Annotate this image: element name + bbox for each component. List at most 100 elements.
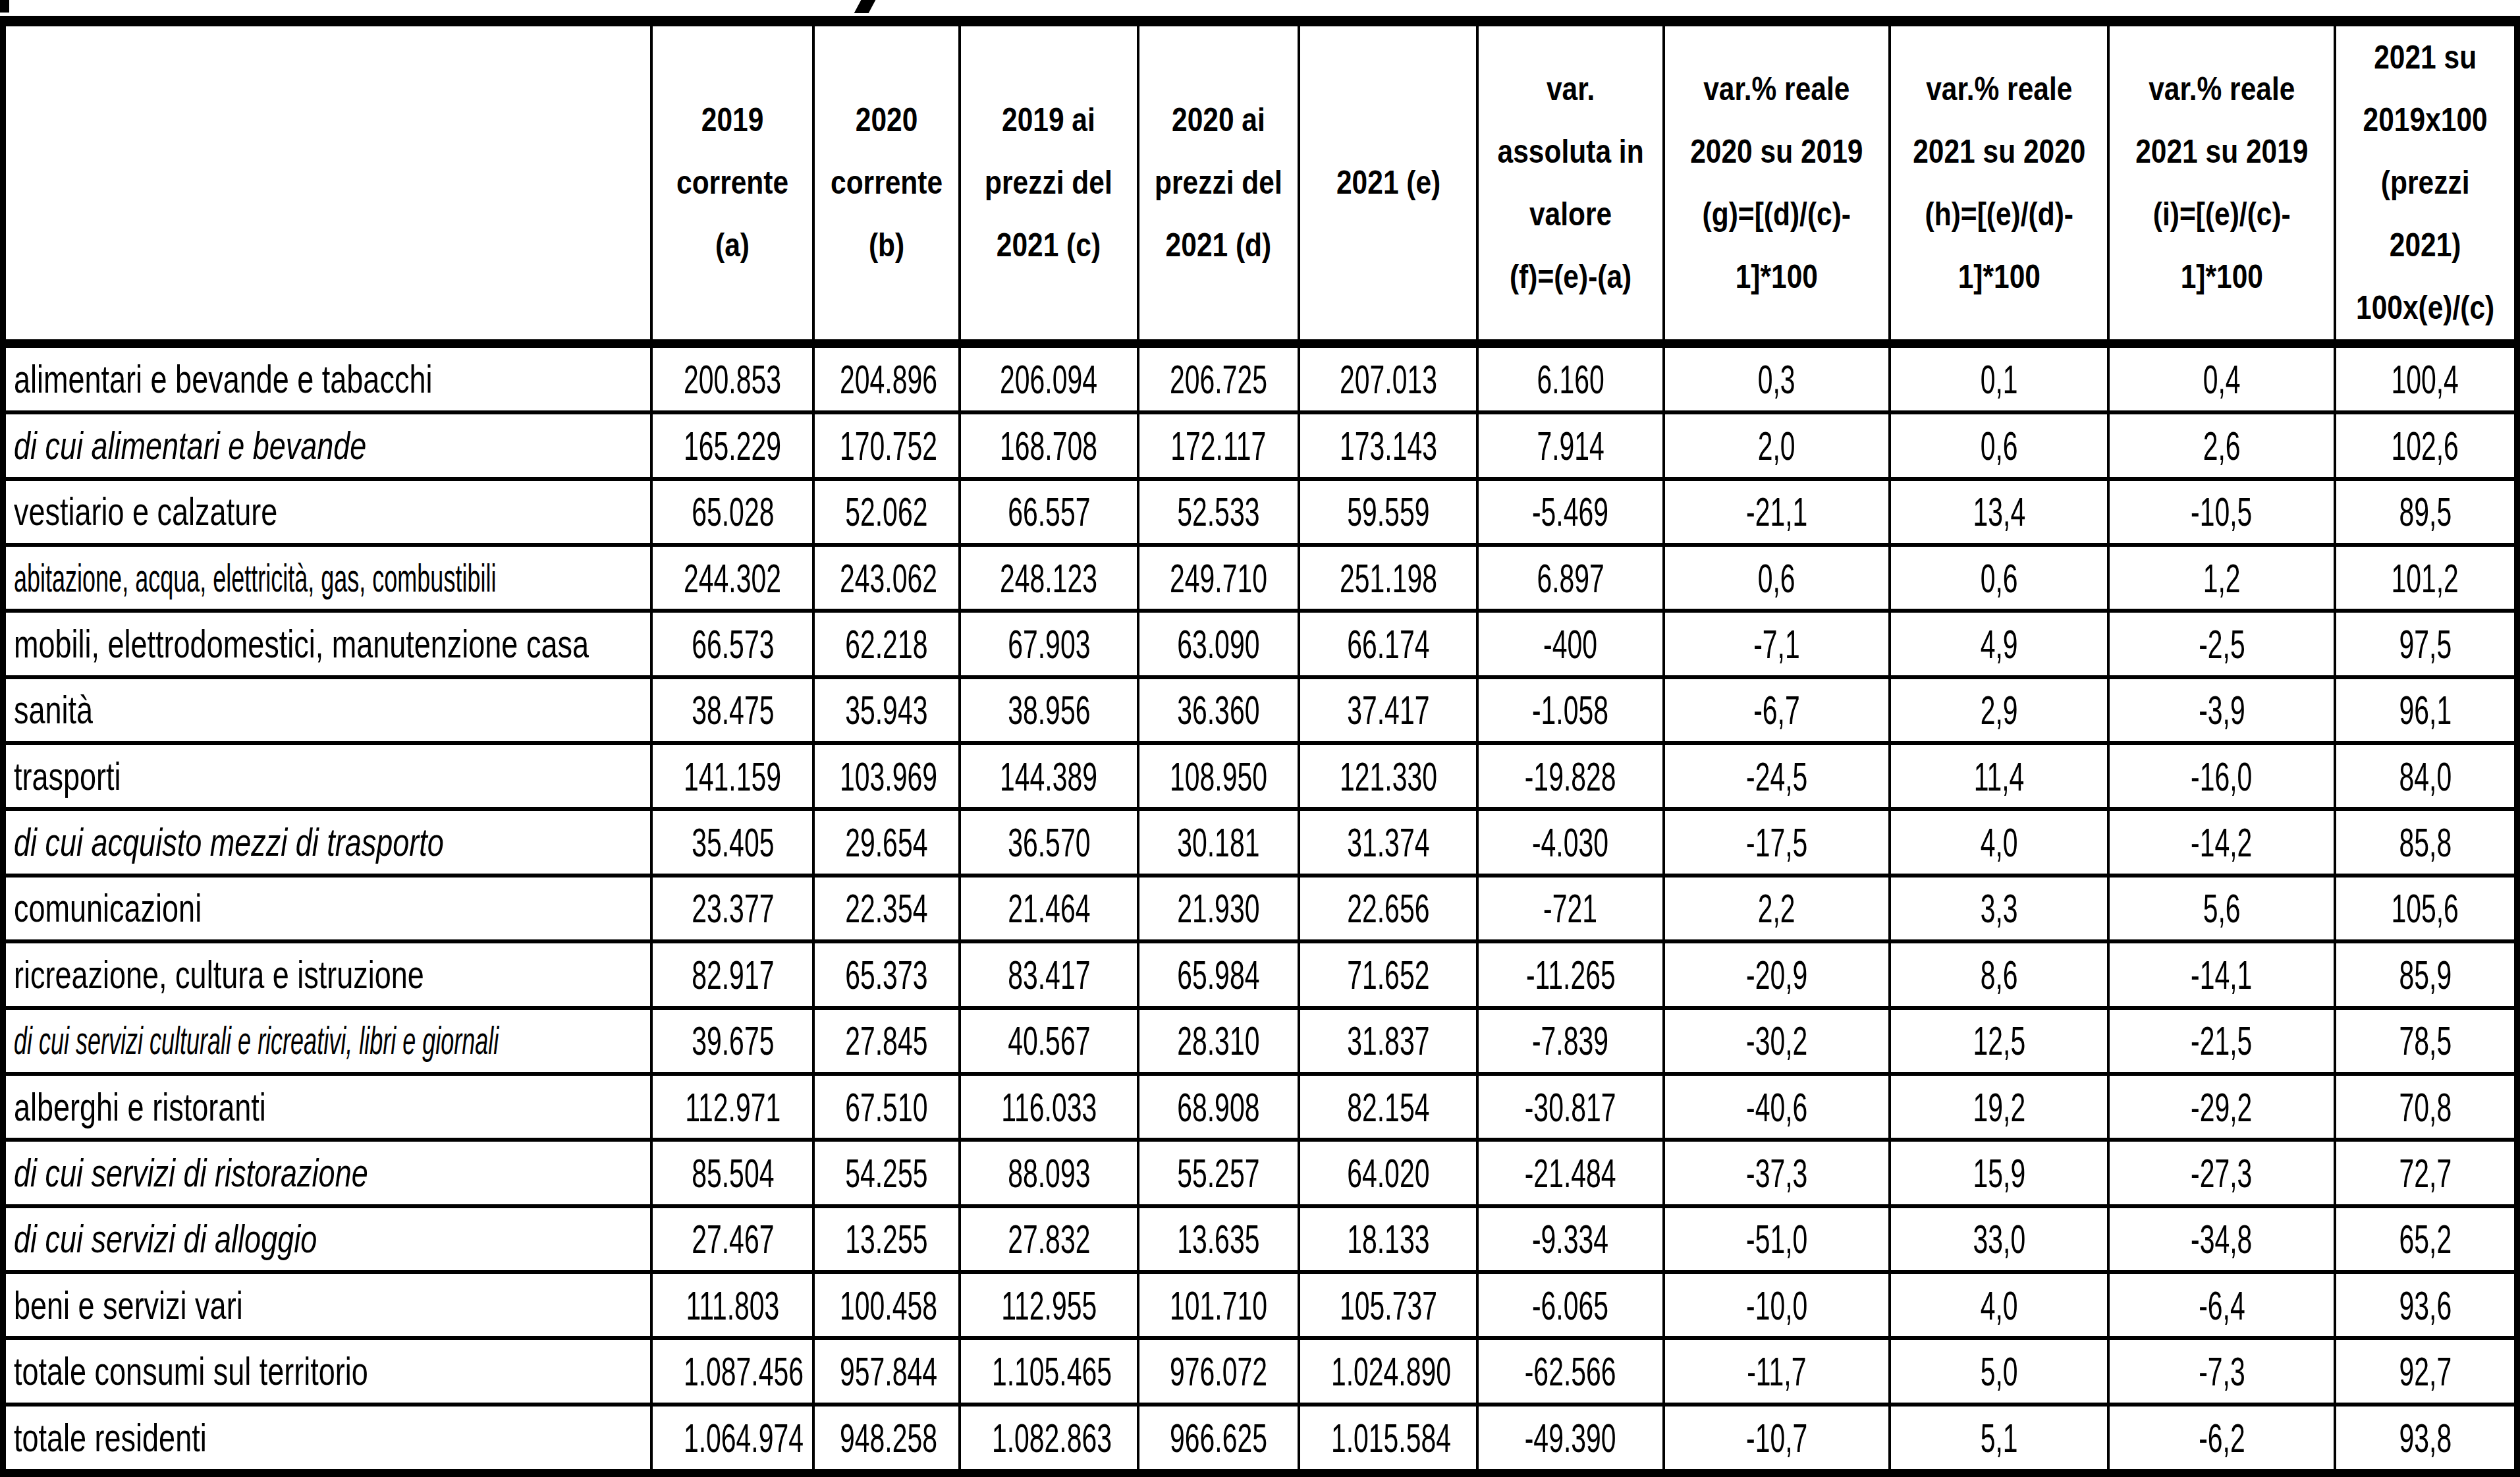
table-cell: 22.656 (1299, 876, 1477, 941)
table-cell: -14,1 (2108, 941, 2335, 1007)
table-row: di cui servizi culturali e ricreativi, l… (3, 1008, 2517, 1074)
table-row: di cui servizi di alloggio 27.467 13.255… (3, 1206, 2517, 1272)
table-cell: 96,1 (2335, 677, 2517, 743)
col-header-var-reale-2021-2020-h: var.% reale 2021 su 2020 (h)=[(e)/(d)- 1… (1890, 21, 2108, 344)
table-cell: -62.566 (1477, 1338, 1663, 1404)
table-cell: 141.159 (651, 743, 813, 809)
table-cell: -9.334 (1477, 1206, 1663, 1272)
table-cell: 957.844 (813, 1338, 959, 1404)
table-cell: 966.625 (1138, 1405, 1299, 1473)
table-cell: 5,1 (1890, 1405, 2108, 1473)
table-cell: 200.853 (651, 344, 813, 413)
table-cell: 976.072 (1138, 1338, 1299, 1404)
table-cell: 33,0 (1890, 1206, 2108, 1272)
col-header-2019-corrente-a: 2019 corrente (a) (651, 21, 813, 344)
row-label: di cui acquisto mezzi di trasporto (3, 809, 652, 875)
table-cell: 93,6 (2335, 1272, 2517, 1338)
col-header-label: var.% reale 2021 su 2019 (i)=[(e)/(c)- 1… (2135, 58, 2308, 308)
table-cell: -6,4 (2108, 1272, 2335, 1338)
table-cell: 3,3 (1890, 876, 2108, 941)
table-row: mobili, elettrodomestici, manutenzione c… (3, 611, 2517, 677)
table-cell: 6.897 (1477, 545, 1663, 611)
table-cell: 116.033 (960, 1074, 1138, 1140)
table-cell: -21,1 (1664, 479, 1890, 545)
row-label: di cui servizi di alloggio (3, 1206, 652, 1272)
table-cell: 85.504 (651, 1140, 813, 1206)
table-cell: 170.752 (813, 412, 959, 478)
table-cell: 21.930 (1138, 876, 1299, 941)
table-cell: 52.062 (813, 479, 959, 545)
table-row: di cui alimentari e bevande 165.229 170.… (3, 412, 2517, 478)
table-cell: -10,0 (1664, 1272, 1890, 1338)
row-label: totale residenti (3, 1405, 652, 1473)
table-cell: -7.839 (1477, 1008, 1663, 1074)
row-label: alberghi e ristoranti (3, 1074, 652, 1140)
table-cell: 6.160 (1477, 344, 1663, 413)
table-cell: -30.817 (1477, 1074, 1663, 1140)
table-cell: 68.908 (1138, 1074, 1299, 1140)
table-cell: 84,0 (2335, 743, 2517, 809)
table-cell: -1.058 (1477, 677, 1663, 743)
table-row: totale consumi sul territorio 1.087.456 … (3, 1338, 2517, 1404)
table-cell: 66.573 (651, 611, 813, 677)
table-cell: 29.654 (813, 809, 959, 875)
table-cell: 1.105.465 (960, 1338, 1138, 1404)
table-cell: 65.984 (1138, 941, 1299, 1007)
col-header-label: 2020 corrente (b) (831, 89, 943, 277)
table-cell: -14,2 (2108, 809, 2335, 875)
row-label: alimentari e bevande e tabacchi (3, 344, 652, 413)
col-header-label: 2020 ai prezzi del 2021 (d) (1155, 89, 1282, 277)
table-cell: 2,0 (1664, 412, 1890, 478)
table-cell: -400 (1477, 611, 1663, 677)
table-cell: -20,9 (1664, 941, 1890, 1007)
table-cell: -7,3 (2108, 1338, 2335, 1404)
table-cell: -30,2 (1664, 1008, 1890, 1074)
table-cell: 36.570 (960, 809, 1138, 875)
header-row: 2019 corrente (a) 2020 corrente (b) 2019… (3, 21, 2517, 344)
table-cell: 55.257 (1138, 1140, 1299, 1206)
table-cell: 13,4 (1890, 479, 2108, 545)
table-cell: -6.065 (1477, 1272, 1663, 1338)
table-cell: 1.015.584 (1299, 1405, 1477, 1473)
table-cell: 19,2 (1890, 1074, 2108, 1140)
table-cell: 2,9 (1890, 677, 2108, 743)
table-cell: -19.828 (1477, 743, 1663, 809)
table-cell: 0,3 (1664, 344, 1890, 413)
table-cell: 65.373 (813, 941, 959, 1007)
table-cell: 243.062 (813, 545, 959, 611)
table-cell: -49.390 (1477, 1405, 1663, 1473)
table-cell: 88.093 (960, 1140, 1138, 1206)
table-cell: 83.417 (960, 941, 1138, 1007)
table-cell: 172.117 (1138, 412, 1299, 478)
table-cell: 0,6 (1890, 545, 2108, 611)
table-cell: 27.845 (813, 1008, 959, 1074)
row-label: di cui servizi culturali e ricreativi, l… (3, 1008, 652, 1074)
table-cell: 8,6 (1890, 941, 2108, 1007)
table-cell: 66.557 (960, 479, 1138, 545)
table-cell: -29,2 (2108, 1074, 2335, 1140)
table-row: trasporti 141.159 103.969 144.389 108.95… (3, 743, 2517, 809)
table-cell: -34,8 (2108, 1206, 2335, 1272)
table-cell: 70,8 (2335, 1074, 2517, 1140)
consumption-data-table: 2019 corrente (a) 2020 corrente (b) 2019… (0, 16, 2520, 1477)
col-header-var-reale-2021-2019-i: var.% reale 2021 su 2019 (i)=[(e)/(c)- 1… (2108, 21, 2335, 344)
table-cell: -6,7 (1664, 677, 1890, 743)
col-header-label: 2019 corrente (a) (676, 89, 788, 277)
table-cell: 52.533 (1138, 479, 1299, 545)
table-cell: 27.467 (651, 1206, 813, 1272)
table-cell: 82.154 (1299, 1074, 1477, 1140)
table-cell: 100.458 (813, 1272, 959, 1338)
table-cell: 105,6 (2335, 876, 2517, 941)
table-cell: 82.917 (651, 941, 813, 1007)
table-cell: 112.971 (651, 1074, 813, 1140)
table-cell: -11.265 (1477, 941, 1663, 1007)
table-cell: -721 (1477, 876, 1663, 941)
table-cell: -3,9 (2108, 677, 2335, 743)
table-cell: 65,2 (2335, 1206, 2517, 1272)
table-cell: 4,0 (1890, 1272, 2108, 1338)
table-cell: -27,3 (2108, 1140, 2335, 1206)
table-cell: 100,4 (2335, 344, 2517, 413)
table-row: di cui servizi di ristorazione 85.504 54… (3, 1140, 2517, 1206)
table-cell: -51,0 (1664, 1206, 1890, 1272)
table-cell: 67.510 (813, 1074, 959, 1140)
